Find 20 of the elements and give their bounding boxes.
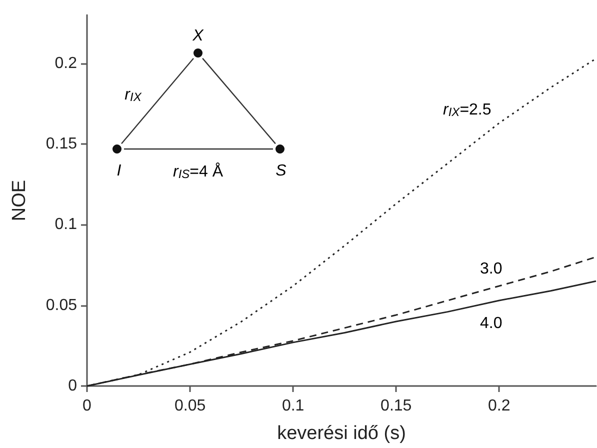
- annotation: X: [192, 28, 205, 44]
- y-tick-label: 0.05: [46, 296, 78, 314]
- series-label: 3.0: [480, 260, 502, 278]
- y-tick-label: 0.1: [54, 216, 78, 234]
- annotation: rIS=4 Å: [172, 162, 224, 181]
- annotation: I: [116, 162, 122, 180]
- y-tick-label: 0.15: [46, 136, 78, 153]
- series-label: 4.0: [480, 315, 502, 332]
- x-tick-label: 0.05: [174, 398, 206, 414]
- annotation: rIX: [124, 86, 142, 104]
- x-tick-label: 0.15: [380, 398, 412, 414]
- y-tick-label: 0: [68, 378, 78, 394]
- x-tick-label: 0.1: [282, 398, 304, 414]
- y-tick-label: 0.2: [54, 54, 78, 72]
- y-axis-title: NOE: [9, 180, 30, 222]
- x-axis-title: keverési idő (s): [277, 423, 406, 444]
- series-label: rIX=2.5: [443, 102, 492, 120]
- x-tick-label: 0.2: [488, 398, 510, 414]
- x-tick-label: 0: [82, 398, 92, 414]
- annotation: S: [276, 162, 287, 180]
